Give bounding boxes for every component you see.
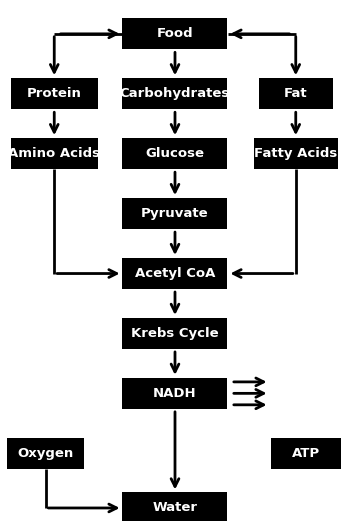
Text: Pyruvate: Pyruvate xyxy=(141,207,209,220)
Text: ATP: ATP xyxy=(292,447,320,460)
FancyBboxPatch shape xyxy=(122,258,228,289)
Text: Food: Food xyxy=(157,28,193,40)
FancyBboxPatch shape xyxy=(10,138,98,169)
Text: Carbohydrates: Carbohydrates xyxy=(120,88,230,100)
Text: Protein: Protein xyxy=(27,88,82,100)
Text: NADH: NADH xyxy=(153,387,197,400)
FancyBboxPatch shape xyxy=(122,378,228,409)
FancyBboxPatch shape xyxy=(122,318,228,349)
Text: Fatty Acids: Fatty Acids xyxy=(254,147,337,160)
FancyBboxPatch shape xyxy=(259,78,332,109)
Text: Fat: Fat xyxy=(284,88,308,100)
FancyBboxPatch shape xyxy=(7,438,84,469)
FancyBboxPatch shape xyxy=(10,78,98,109)
FancyBboxPatch shape xyxy=(122,492,228,521)
FancyBboxPatch shape xyxy=(122,78,228,109)
Text: Glucose: Glucose xyxy=(146,147,204,160)
FancyBboxPatch shape xyxy=(122,18,228,49)
FancyBboxPatch shape xyxy=(122,138,228,169)
FancyBboxPatch shape xyxy=(254,138,338,169)
Text: Krebs Cycle: Krebs Cycle xyxy=(131,327,219,340)
Text: Oxygen: Oxygen xyxy=(18,447,74,460)
Text: Acetyl CoA: Acetyl CoA xyxy=(135,267,215,280)
Text: Amino Acids: Amino Acids xyxy=(8,147,100,160)
FancyBboxPatch shape xyxy=(271,438,341,469)
FancyBboxPatch shape xyxy=(122,198,228,229)
Text: Water: Water xyxy=(153,502,197,514)
